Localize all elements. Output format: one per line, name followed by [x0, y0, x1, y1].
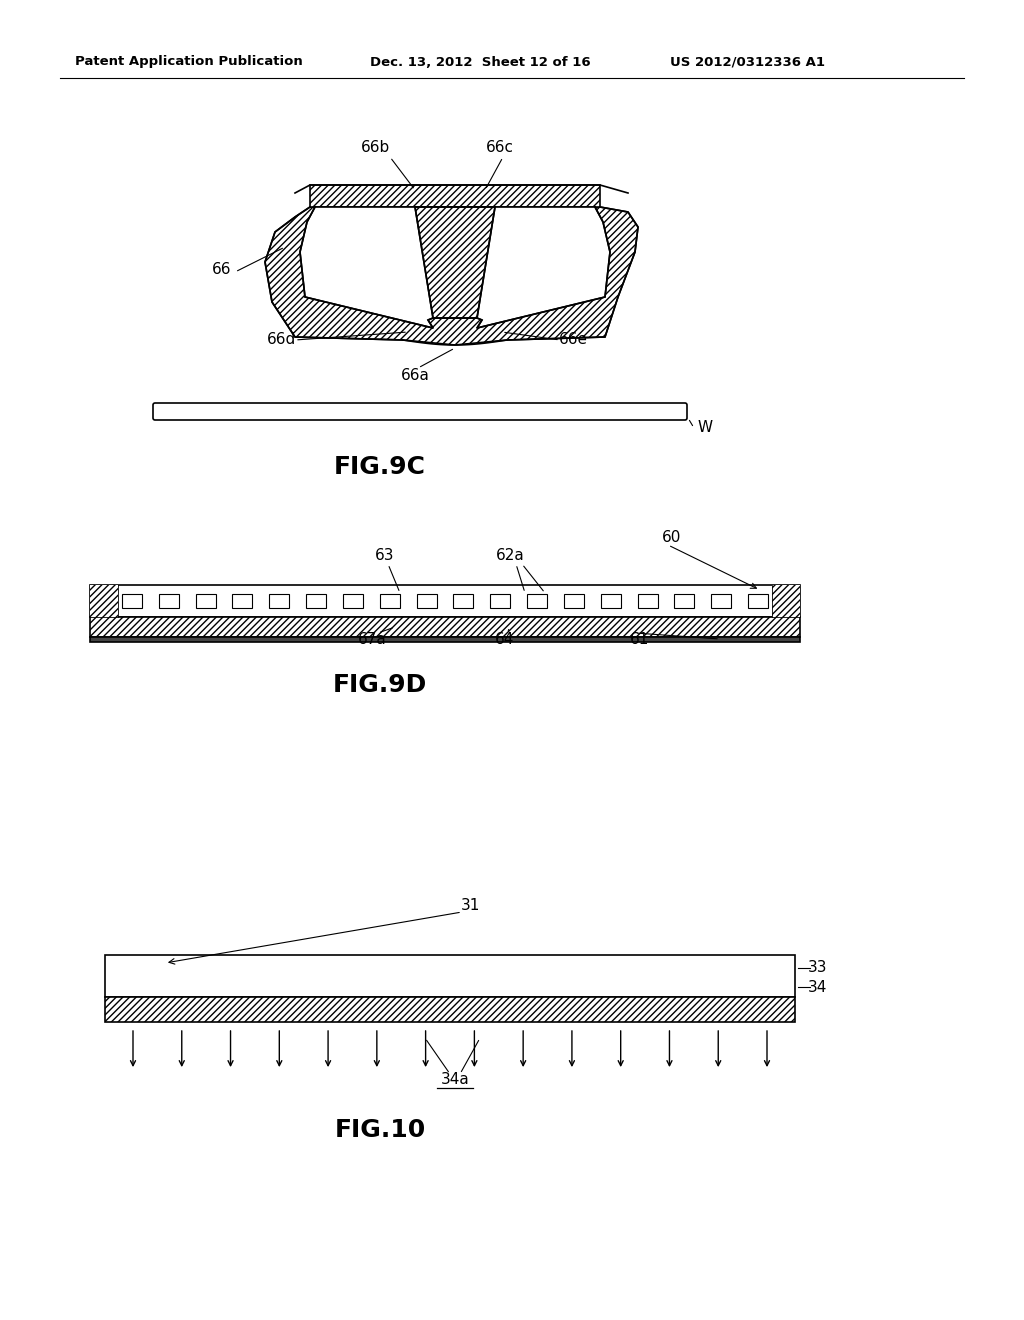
Bar — [527, 594, 547, 609]
Text: 66a: 66a — [400, 367, 429, 383]
Text: 66d: 66d — [267, 333, 297, 347]
Text: 66e: 66e — [558, 333, 588, 347]
Text: 61: 61 — [631, 632, 649, 648]
Bar — [601, 594, 621, 609]
FancyBboxPatch shape — [153, 403, 687, 420]
Text: Patent Application Publication: Patent Application Publication — [75, 55, 303, 69]
Bar — [417, 594, 436, 609]
Text: 62a: 62a — [496, 548, 524, 562]
Text: 33: 33 — [808, 961, 827, 975]
Bar — [343, 594, 362, 609]
Bar — [159, 594, 179, 609]
Bar — [748, 594, 768, 609]
Text: US 2012/0312336 A1: US 2012/0312336 A1 — [670, 55, 825, 69]
Bar — [454, 594, 473, 609]
Bar — [90, 616, 800, 638]
Text: Dec. 13, 2012  Sheet 12 of 16: Dec. 13, 2012 Sheet 12 of 16 — [370, 55, 591, 69]
Text: FIG.9C: FIG.9C — [334, 455, 426, 479]
Bar — [196, 594, 216, 609]
Bar — [772, 585, 800, 616]
Text: 66b: 66b — [360, 140, 389, 156]
Bar — [638, 594, 657, 609]
Bar — [90, 585, 800, 616]
Text: 66c: 66c — [486, 140, 514, 156]
Text: W: W — [698, 421, 713, 436]
Polygon shape — [265, 207, 638, 345]
Text: 34: 34 — [808, 979, 827, 994]
Text: FIG.9D: FIG.9D — [333, 673, 427, 697]
Bar — [310, 185, 600, 207]
Text: 66: 66 — [212, 263, 231, 277]
Text: 34a: 34a — [440, 1072, 469, 1088]
Bar — [306, 594, 326, 609]
Bar — [380, 594, 399, 609]
Bar — [675, 594, 694, 609]
Text: 31: 31 — [461, 898, 479, 912]
Bar — [232, 594, 253, 609]
Text: 67a: 67a — [357, 632, 386, 648]
Bar — [564, 594, 584, 609]
Bar — [105, 954, 795, 997]
Bar — [105, 997, 795, 1022]
Text: 60: 60 — [663, 529, 682, 544]
Bar — [712, 594, 731, 609]
Text: 63: 63 — [375, 548, 394, 562]
Bar — [90, 585, 118, 616]
Polygon shape — [415, 207, 495, 318]
Bar — [490, 594, 510, 609]
Bar — [122, 594, 142, 609]
Bar — [269, 594, 290, 609]
Text: FIG.10: FIG.10 — [335, 1118, 426, 1142]
Polygon shape — [300, 207, 610, 327]
Bar — [90, 638, 800, 642]
Text: 64: 64 — [496, 632, 515, 648]
